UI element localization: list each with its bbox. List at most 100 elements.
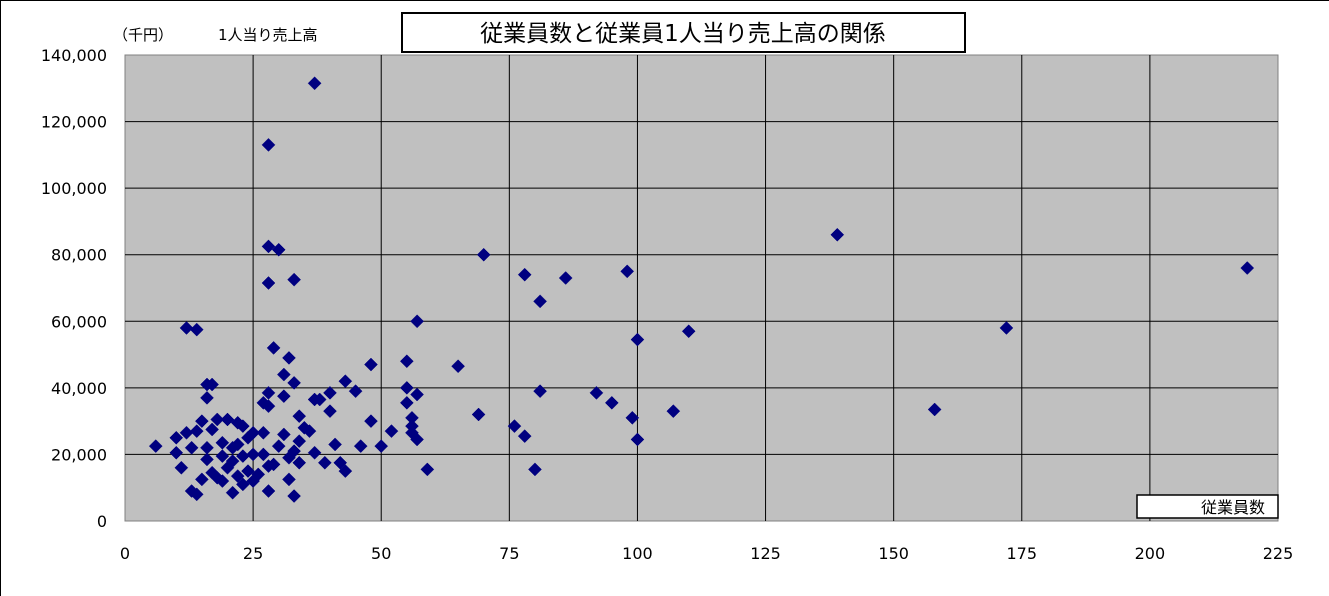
y-tick-label: 40,000 — [51, 379, 107, 398]
data-point — [307, 392, 322, 407]
data-point — [205, 422, 219, 437]
data-point — [195, 414, 209, 428]
scatter-points — [148, 76, 1255, 503]
data-point — [256, 447, 271, 462]
data-point — [225, 485, 240, 500]
data-point — [189, 322, 204, 337]
data-point — [364, 357, 378, 372]
data-point — [307, 76, 322, 91]
data-point — [236, 477, 250, 492]
x-tick-label: 75 — [499, 544, 519, 563]
data-point — [1240, 261, 1255, 275]
data-point — [533, 294, 547, 309]
data-point — [200, 390, 214, 405]
data-point — [410, 432, 424, 447]
y-axis-label: 1人当り売上高 — [218, 26, 318, 44]
data-point — [169, 430, 184, 445]
data-point — [353, 439, 368, 453]
data-point — [282, 351, 296, 365]
data-point — [364, 414, 378, 428]
data-point — [277, 389, 291, 404]
plot-area — [124, 54, 1279, 522]
data-point — [620, 264, 635, 279]
data-point — [277, 367, 291, 382]
data-point — [189, 424, 204, 438]
data-point — [307, 445, 322, 460]
chart-title: 従業員数と従業員1人当り売上高の関係 — [480, 21, 886, 47]
x-tick-label: 50 — [371, 544, 391, 563]
data-point — [179, 321, 194, 335]
data-point — [348, 384, 363, 399]
data-point — [323, 385, 337, 400]
data-point — [271, 242, 286, 257]
data-point — [287, 272, 301, 287]
data-point — [517, 429, 532, 443]
y-tick-label: 80,000 — [51, 246, 107, 265]
y-tick-label: 140,000 — [41, 46, 107, 65]
data-point — [333, 455, 348, 470]
data-point — [528, 462, 542, 477]
data-point — [302, 424, 317, 438]
data-point — [507, 419, 522, 433]
data-point — [338, 374, 353, 389]
data-point — [184, 440, 199, 455]
grid-lines — [125, 55, 1278, 521]
data-point — [292, 455, 307, 470]
data-point — [179, 425, 194, 440]
data-point — [533, 384, 547, 399]
data-point — [261, 484, 276, 498]
data-point — [261, 399, 276, 414]
x-tick-label: 100 — [622, 544, 653, 563]
data-point — [451, 359, 465, 374]
data-point — [277, 427, 291, 442]
data-point — [261, 239, 276, 254]
data-point — [195, 472, 209, 487]
data-point — [681, 324, 696, 339]
data-point — [215, 449, 230, 463]
y-axis-tick-labels: 0 20,000 40,000 60,000 80,000 100,000 120,000 1… — [41, 46, 107, 531]
data-point — [256, 425, 271, 440]
data-point — [246, 474, 260, 488]
x-tick-label: 175 — [1007, 544, 1038, 563]
x-tick-label: 25 — [243, 544, 263, 563]
data-point — [246, 447, 260, 462]
data-point — [287, 489, 301, 503]
data-point — [210, 412, 225, 427]
data-point — [517, 267, 532, 282]
data-point — [205, 377, 219, 392]
data-point — [189, 487, 204, 502]
data-point — [220, 412, 235, 427]
data-point — [271, 439, 286, 453]
data-point — [630, 332, 645, 347]
data-point — [200, 452, 214, 467]
y-tick-label: 20,000 — [51, 445, 107, 464]
data-point — [287, 376, 301, 390]
data-point — [384, 424, 399, 438]
data-point — [282, 450, 296, 465]
data-point — [266, 341, 281, 355]
data-point — [410, 314, 424, 329]
data-point — [666, 404, 681, 419]
y-tick-label: 60,000 — [51, 312, 107, 331]
data-point — [148, 439, 163, 453]
data-point — [292, 434, 307, 448]
data-point — [292, 409, 307, 424]
legend-label: 従業員数 — [1201, 498, 1265, 517]
x-tick-label: 0 — [120, 544, 130, 563]
x-tick-label: 225 — [1263, 544, 1294, 563]
data-point — [174, 460, 189, 475]
data-point — [215, 474, 230, 488]
data-point — [399, 354, 414, 369]
title-box — [401, 12, 966, 53]
data-point — [241, 430, 255, 445]
data-point — [630, 432, 645, 447]
data-point — [374, 439, 389, 453]
data-point — [169, 445, 184, 460]
data-point — [236, 449, 250, 463]
y-tick-label: 0 — [97, 512, 107, 531]
data-point — [338, 464, 353, 478]
data-point — [927, 402, 942, 417]
data-point — [999, 321, 1014, 335]
data-point — [830, 227, 845, 242]
